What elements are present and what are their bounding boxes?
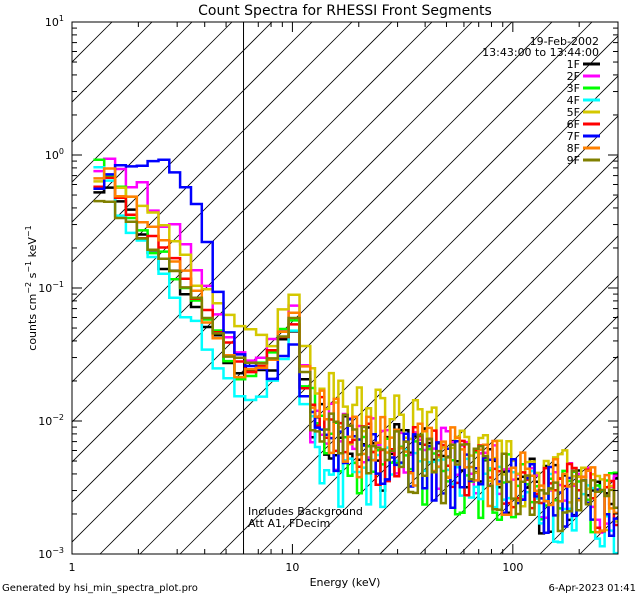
hatch-line (72, 22, 353, 303)
x-tick-label: 10 (285, 561, 299, 574)
hatch-line (419, 355, 618, 554)
hatch-line (72, 22, 273, 223)
annotation-includes-background: Includes Background (248, 505, 363, 518)
legend-label-8F: 8F (567, 142, 580, 155)
hatch-line (499, 435, 618, 554)
annotation-attenuator: Att A1, FDecim (248, 517, 330, 530)
legend-label-3F: 3F (567, 82, 580, 95)
series-line-9F (93, 199, 618, 533)
hatch-line (72, 22, 433, 383)
hatch-line (339, 275, 618, 554)
hatch-line (72, 22, 553, 503)
hatch-line (179, 115, 618, 554)
y-tick-label: 100 (45, 147, 64, 162)
hatch-line (72, 22, 193, 143)
hatch-line (72, 22, 593, 543)
legend-label-6F: 6F (567, 118, 580, 131)
hatch-line (72, 22, 313, 263)
legend-label-1F: 1F (567, 58, 580, 71)
y-tick-label: 101 (45, 14, 64, 29)
x-axis-label: Energy (keV) (310, 576, 381, 589)
series-group (93, 157, 618, 554)
legend-label-4F: 4F (567, 94, 580, 107)
y-label-exp-3: −1 (24, 225, 33, 237)
legend-label-5F: 5F (567, 106, 580, 119)
date-label: 19-Feb-2002 (530, 35, 599, 48)
x-tick-label: 100 (502, 561, 523, 574)
axes: 1 10 100 101 100 10−1 10−2 10−3 (38, 14, 619, 574)
y-tick-label: 10−1 (38, 280, 64, 295)
hatch-line (219, 155, 618, 554)
y-label-exp-2: −1 (24, 261, 33, 273)
hatch-line (620, 22, 640, 554)
legend-label-9F: 9F (567, 154, 580, 167)
y-label-base: counts cm (26, 294, 39, 351)
y-axis-label: counts cm−2 s−1 keV−1 (24, 225, 39, 350)
time-range-label: 13:43:00 to 13:44:00 (482, 46, 599, 59)
hatch-line (72, 22, 513, 463)
series-line-5F (93, 176, 618, 532)
y-label-exp-1: −2 (24, 282, 33, 294)
y-tick-label: 10−3 (38, 546, 64, 561)
hatch-line (72, 22, 473, 423)
hatch-line (99, 35, 618, 554)
footer-timestamp: 6-Apr-2023 01:41 (548, 583, 636, 594)
chart-title: Count Spectra for RHESSI Front Segments (198, 3, 492, 19)
y-label-s: s (26, 272, 39, 281)
hatch-line (72, 22, 393, 343)
y-tick-label: 10−2 (38, 413, 64, 428)
footer-generated-by: Generated by hsi_min_spectra_plot.pro (2, 583, 198, 594)
legend-label-2F: 2F (567, 70, 580, 83)
hatch-line (72, 22, 233, 183)
y-label-unit: keV (26, 237, 39, 261)
x-tick-label: 1 (69, 561, 76, 574)
legend-label-7F: 7F (567, 130, 580, 143)
